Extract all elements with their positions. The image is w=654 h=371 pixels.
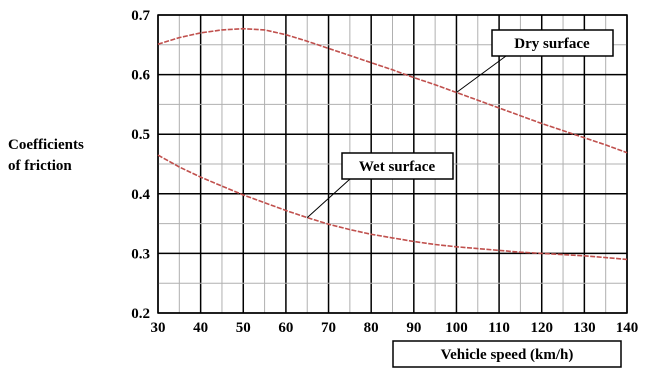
- x-tick-label: 40: [193, 320, 208, 336]
- annotations: Dry surface Wet surface: [306, 29, 614, 219]
- wet-surface-line: [157, 154, 628, 261]
- dry-surface-line: [157, 27, 628, 154]
- y-axis-label-line-2: of friction: [8, 158, 72, 174]
- dry-surface-arrow: [456, 55, 507, 93]
- x-tick-labels: 30 40 50 60 70 80 90 100 110 120 130 140: [151, 320, 639, 336]
- x-tick-label: 110: [488, 320, 510, 336]
- y-tick-label: 0.6: [131, 68, 150, 84]
- x-axis-label: Vehicle speed (km/h): [441, 347, 574, 363]
- x-tick-label: 140: [616, 320, 639, 336]
- x-tick-label: 30: [151, 320, 166, 336]
- wet-surface-label: Wet surface: [359, 159, 436, 175]
- x-tick-label: 130: [573, 320, 596, 336]
- y-tick-label: 0.5: [131, 127, 150, 143]
- series-layer: [157, 27, 628, 261]
- dry-surface-label: Dry surface: [514, 36, 590, 52]
- dry-surface-annotation: Dry surface: [456, 29, 614, 93]
- plot-frame: [157, 14, 628, 314]
- x-tick-label: 60: [278, 320, 293, 336]
- wet-surface-annotation: Wet surface: [306, 152, 454, 219]
- x-tick-label: 80: [364, 320, 379, 336]
- x-tick-label: 70: [321, 320, 336, 336]
- x-axis-label-box: Vehicle speed (km/h): [392, 340, 622, 368]
- y-tick-labels: 0.2 0.3 0.4 0.5 0.6 0.7: [131, 8, 150, 322]
- x-tick-label: 100: [445, 320, 468, 336]
- y-tick-label: 0.3: [131, 246, 150, 262]
- y-tick-label: 0.4: [131, 187, 150, 203]
- wet-surface-arrow: [306, 178, 351, 219]
- y-axis-label-line-1: Coefficients: [8, 137, 84, 153]
- x-tick-label: 120: [530, 320, 553, 336]
- x-tick-label: 90: [406, 320, 421, 336]
- y-tick-label: 0.7: [131, 8, 150, 24]
- y-tick-label: 0.2: [131, 306, 150, 322]
- x-tick-label: 50: [236, 320, 251, 336]
